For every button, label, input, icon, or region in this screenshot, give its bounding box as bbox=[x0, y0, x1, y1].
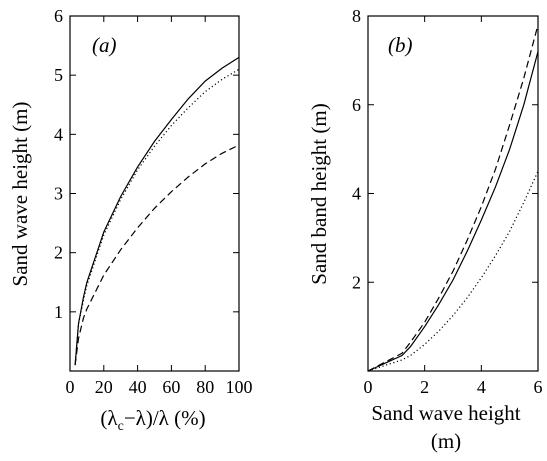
panel-b-x-tick-label: 2 bbox=[420, 377, 429, 397]
panel-a-x-tick-label: 60 bbox=[162, 377, 180, 397]
panel-b-x-tick-label: 6 bbox=[534, 377, 543, 397]
panel-b-x-tick-label: 4 bbox=[477, 377, 486, 397]
panel-a-x-tick-label: 80 bbox=[196, 377, 214, 397]
panel-a-y-axis-title: Sand wave height (m) bbox=[8, 102, 32, 287]
panel-a-x-tick-label: 40 bbox=[129, 377, 147, 397]
panel-a-y-tick-label: 6 bbox=[54, 6, 63, 26]
panel-b-series-dotted bbox=[367, 171, 539, 372]
panel-b-frame bbox=[367, 15, 539, 372]
panel-a-x-tick-label: 0 bbox=[66, 377, 75, 397]
panel-a-series-dashed bbox=[74, 144, 240, 366]
panel-b-label: (b) bbox=[388, 33, 413, 57]
panel-b-series-dashed bbox=[367, 24, 539, 372]
panel-b-x-axis-title-line1: Sand wave height bbox=[371, 401, 520, 425]
panel-a-y-tick-label: 2 bbox=[54, 243, 63, 263]
panel-a-y-tick-label: 4 bbox=[54, 124, 63, 144]
panel-a-x-tick-label: 20 bbox=[95, 377, 113, 397]
panel-a-series-dotted bbox=[74, 68, 240, 366]
panel-b-y-tick-label: 8 bbox=[352, 6, 361, 26]
panel-a-y-tick-label: 3 bbox=[54, 184, 63, 204]
panel-b-x-axis-title-line2: (m) bbox=[431, 429, 461, 453]
panel-b-series-solid bbox=[367, 51, 539, 372]
panel-b: 0 2 4 6 2 4 6 8 (b) Sand wave height (m) Sand b… bbox=[307, 6, 543, 453]
panel-b-series bbox=[367, 24, 539, 372]
panel-b-y-tick-label: 4 bbox=[352, 184, 361, 204]
panel-a-frame bbox=[69, 15, 240, 372]
panel-a-ticks: 0 20 40 60 80 100 1 2 3 4 5 6 bbox=[54, 6, 253, 397]
panel-a-series bbox=[74, 56, 240, 366]
panel-a-y-tick-label: 5 bbox=[54, 65, 63, 85]
panel-a-y-tick-label: 1 bbox=[54, 302, 63, 322]
panel-b-y-tick-label: 2 bbox=[352, 272, 361, 292]
panel-b-y-tick-label: 6 bbox=[352, 95, 361, 115]
panel-a-x-axis-title: (λc−λ)/λ (%) bbox=[100, 406, 205, 434]
panel-a-x-tick-label: 100 bbox=[226, 377, 253, 397]
panel-a-label: (a) bbox=[92, 33, 117, 57]
panel-a: 0 20 40 60 80 100 1 2 3 4 5 6 (a) (λc−λ)/λ (%) Sand… bbox=[8, 6, 253, 434]
panel-b-ticks: 0 2 4 6 2 4 6 8 bbox=[352, 6, 543, 397]
panel-a-series-solid bbox=[74, 56, 240, 366]
panel-b-y-axis-title: Sand band height (m) bbox=[307, 103, 331, 284]
panel-b-x-tick-label: 0 bbox=[364, 377, 373, 397]
